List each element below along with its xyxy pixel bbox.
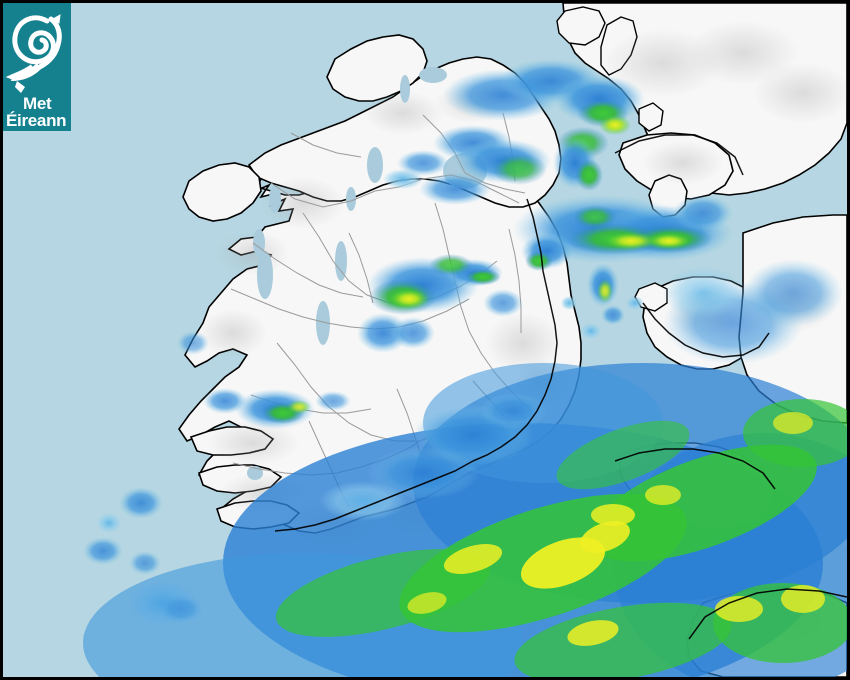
lake-lough-swilly [400, 75, 410, 103]
lake-lough-foyle [419, 67, 447, 83]
land-islay [556, 6, 606, 46]
precip-shannon [203, 388, 351, 429]
lake-lough-ree [335, 241, 347, 281]
logo-text: Met Éireann [6, 95, 71, 129]
precip-midlands [357, 254, 523, 353]
precip-irish-sea-north [513, 195, 733, 271]
precip-northern-ireland [383, 125, 551, 205]
precip-wales [663, 259, 843, 365]
land-mayo [182, 162, 262, 222]
lake-lough-mask [253, 229, 265, 257]
logo-line-1: Met [23, 94, 52, 113]
lake-lough-erne [367, 147, 383, 183]
lake-lough-allen [346, 187, 356, 211]
lake-lough-derg [316, 301, 330, 345]
logo-line-2: Éireann [6, 111, 67, 130]
radar-map[interactable] [3, 3, 847, 677]
lake-lough-corrib [257, 251, 273, 299]
precip-north-channel [443, 59, 645, 191]
celtic-spiral-icon [5, 14, 62, 93]
precipitation-layer [83, 59, 847, 677]
map-layers [83, 3, 847, 677]
coastline-overlay [274, 134, 847, 640]
land-arran [638, 102, 664, 132]
met-eireann-logo[interactable]: Met Éireann [3, 3, 71, 131]
precip-irish-sea-scatter [561, 263, 644, 339]
lake-lough-conn [269, 185, 281, 213]
